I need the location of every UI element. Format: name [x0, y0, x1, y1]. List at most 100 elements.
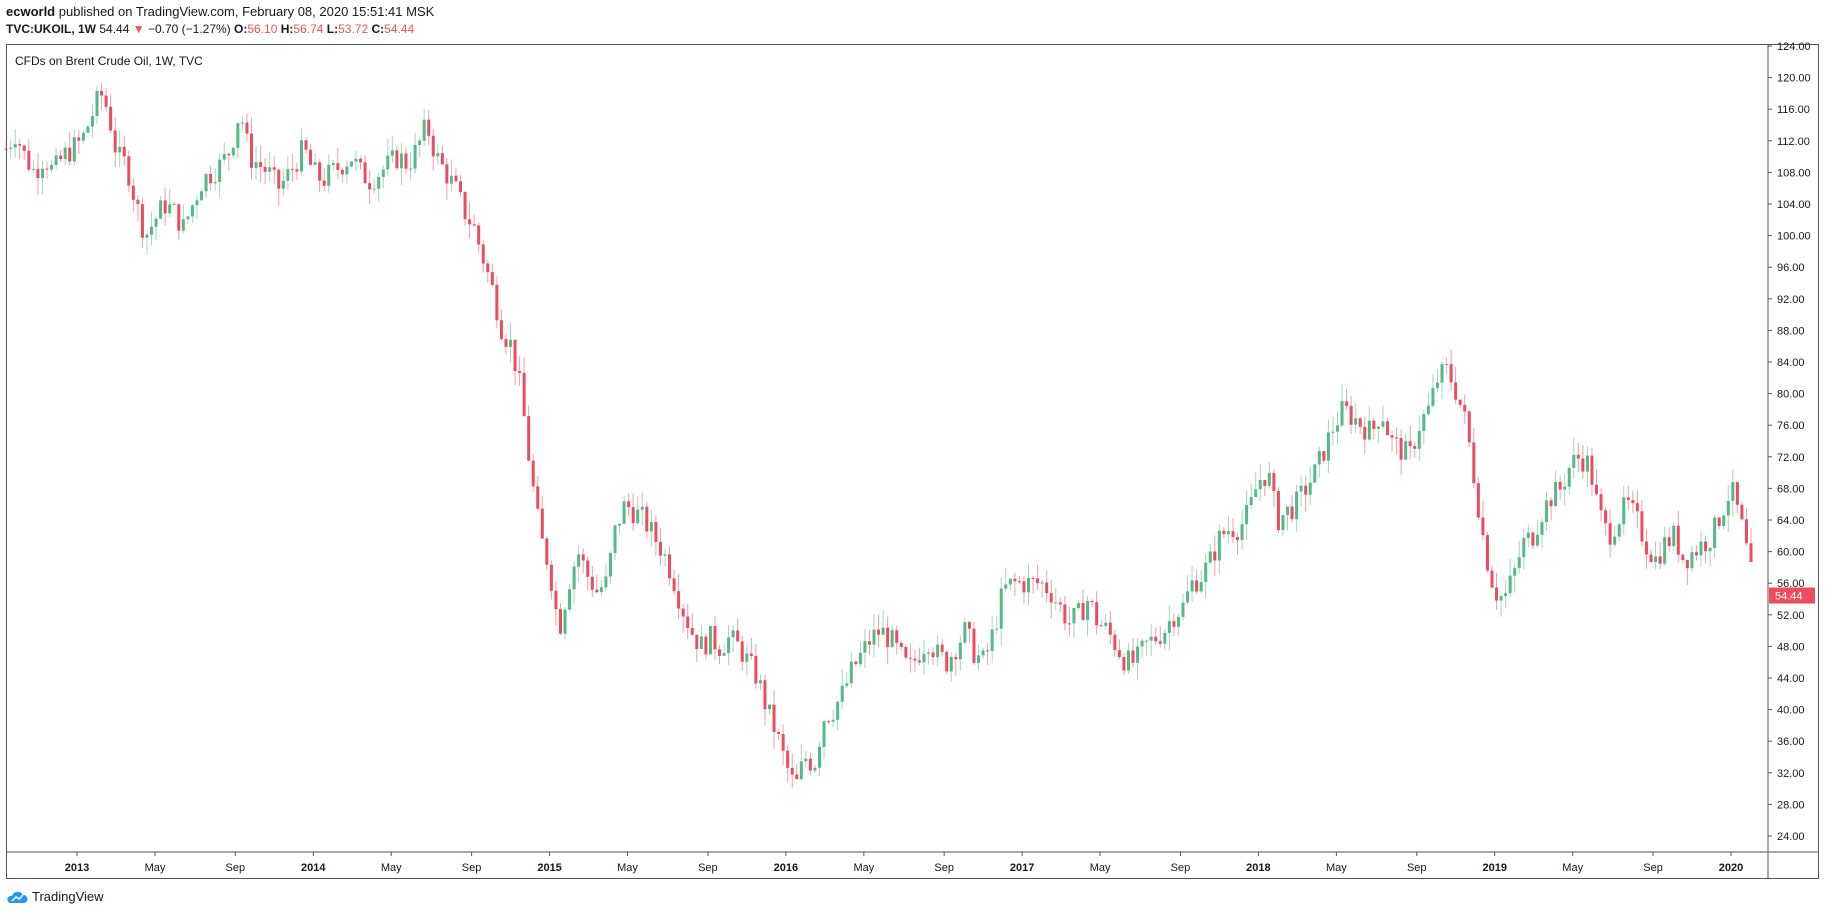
tradingview-logo[interactable]: TradingView — [6, 889, 104, 904]
candle-body — [1735, 482, 1739, 505]
candle-body — [468, 219, 472, 225]
candle-body — [731, 630, 735, 638]
chart-title: CFDs on Brent Crude Oil, 1W, TVC — [15, 54, 203, 68]
candle-body — [1095, 602, 1099, 626]
candle-body — [954, 656, 958, 660]
candle-body — [1667, 537, 1671, 547]
candle-body — [413, 145, 417, 169]
y-tick-label: 108.00 — [1777, 167, 1811, 179]
candle-body — [227, 153, 231, 156]
candle-body — [1685, 560, 1689, 569]
candle-body — [690, 628, 694, 635]
candle-body — [1522, 538, 1526, 558]
candle-body — [1354, 418, 1358, 425]
candle-body — [722, 653, 726, 656]
candle-body — [1195, 580, 1199, 592]
candle-body — [172, 204, 176, 206]
candle-body — [113, 130, 117, 153]
x-tick-label: May — [145, 862, 166, 874]
candle-body — [1163, 632, 1167, 644]
candle-body — [522, 372, 526, 417]
candle-body — [795, 774, 799, 780]
candle-body — [663, 554, 667, 556]
candle-body — [1585, 455, 1589, 472]
y-tick-label: 56.00 — [1777, 578, 1805, 590]
candle-body — [313, 162, 317, 165]
candle-body — [986, 650, 990, 652]
candle-body — [490, 272, 494, 286]
candle-body — [1749, 543, 1753, 563]
y-tick-label: 40.00 — [1777, 705, 1805, 717]
candle-body — [1113, 634, 1117, 651]
candle-body — [618, 523, 622, 526]
y-tick-label: 52.00 — [1777, 610, 1805, 622]
candle-body — [1594, 484, 1598, 495]
candle-body — [195, 200, 199, 206]
candle-body — [45, 168, 49, 170]
candle-body — [463, 192, 467, 220]
candle-body — [395, 150, 399, 169]
candle-body — [349, 161, 353, 167]
candle-body — [281, 180, 285, 189]
candle-body — [636, 509, 640, 524]
candle-body — [531, 460, 535, 487]
candle-body — [131, 185, 135, 200]
y-tick-label: 60.00 — [1777, 547, 1805, 559]
candle-body — [1535, 534, 1539, 546]
candle-body — [640, 506, 644, 510]
candle-body — [1658, 556, 1662, 564]
chart-frame[interactable] — [6, 44, 1819, 879]
candle-body — [222, 153, 226, 160]
candle-body — [163, 200, 167, 214]
candle-body — [627, 501, 631, 508]
candle-body — [13, 144, 17, 148]
candle-body — [1590, 455, 1594, 485]
candle-body — [504, 339, 508, 347]
candle-body — [1040, 582, 1044, 584]
x-tick-label: 2014 — [301, 862, 326, 874]
candle-body — [572, 566, 576, 590]
low-value: 53.72 — [338, 22, 369, 36]
candle-body — [104, 95, 108, 107]
candle-body — [1245, 505, 1249, 525]
x-tick-label: 2015 — [537, 862, 561, 874]
candle-body — [704, 636, 708, 655]
candle-body — [1713, 517, 1717, 549]
candle-body — [1485, 535, 1489, 571]
candle-body — [1599, 494, 1603, 511]
candle-body — [1031, 577, 1035, 579]
x-tick-label: May — [1090, 862, 1111, 874]
candle-body — [1167, 621, 1171, 633]
candle-body — [740, 641, 744, 662]
candle-body — [1463, 404, 1467, 412]
y-tick-label: 64.00 — [1777, 515, 1805, 527]
candle-body — [1136, 646, 1140, 663]
publisher-name[interactable]: ecworld — [6, 4, 56, 19]
candle-body — [563, 609, 567, 634]
candle-body — [545, 538, 549, 565]
last-price: 54.44 — [99, 22, 130, 36]
candle-body — [1149, 636, 1153, 641]
open-label: O: — [234, 22, 248, 36]
candle-body — [1145, 640, 1149, 642]
high-value: 56.74 — [293, 22, 324, 36]
y-tick-label: 44.00 — [1777, 673, 1805, 685]
candle-body — [817, 746, 821, 768]
candle-body — [1158, 641, 1162, 644]
candle-body — [1635, 503, 1639, 512]
x-tick-label: Sep — [934, 862, 954, 874]
candle-body — [1340, 401, 1344, 426]
candle-body — [1476, 483, 1480, 518]
candle-body — [372, 188, 376, 190]
candle-body — [9, 147, 13, 149]
candle-body — [745, 653, 749, 662]
candle-body — [263, 166, 267, 172]
candle-body — [445, 164, 449, 184]
y-tick-label: 68.00 — [1777, 483, 1805, 495]
candle-body — [399, 153, 403, 169]
candle-body — [681, 608, 685, 617]
candle-body — [1581, 458, 1585, 472]
candle-body — [772, 704, 776, 733]
candle-body — [1117, 650, 1121, 658]
